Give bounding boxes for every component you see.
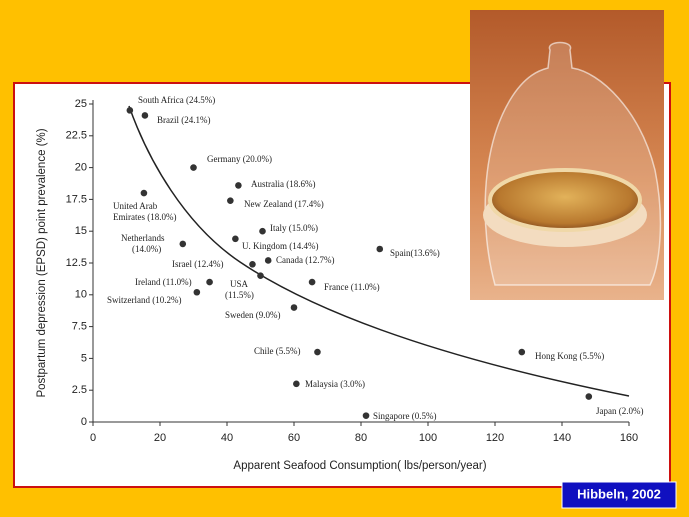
point <box>140 189 148 197</box>
x-tick-label: 60 <box>288 432 300 444</box>
y-tick-label: 22.5 <box>66 130 87 142</box>
point-label: (14.0%) <box>132 244 161 254</box>
x-axis-label: Apparent Seafood Consumption( lbs/person… <box>233 460 486 472</box>
y-axis-label: Postpartum depression (EPSD) point preva… <box>36 128 48 397</box>
point-label: Brazil (24.1%) <box>157 115 210 125</box>
point <box>362 412 370 419</box>
point <box>193 288 201 296</box>
point-label: Italy (15.0%) <box>270 223 318 233</box>
point <box>308 278 316 286</box>
point-label: France (11.0%) <box>324 282 380 292</box>
point <box>249 260 256 268</box>
x-tick-label: 0 <box>90 432 96 444</box>
point-label: Malaysia (3.0%) <box>305 379 365 389</box>
y-tick-label: 10 <box>75 289 87 301</box>
pie <box>488 168 642 232</box>
point-label: Singapore (0.5%) <box>373 411 436 421</box>
y-tick-label: 0 <box>81 416 87 428</box>
point-label: United Arab <box>113 201 158 211</box>
point <box>232 235 239 243</box>
point-label: Israel (12.4%) <box>172 259 223 269</box>
point <box>206 278 213 286</box>
point-label: Hong Kong (5.5%) <box>535 351 604 361</box>
y-tick-label: 7.5 <box>72 321 87 333</box>
point-label: New Zealand (17.4%) <box>244 199 324 209</box>
point-label: Canada (12.7%) <box>276 255 334 265</box>
y-tick-label: 5 <box>81 352 87 364</box>
chart: Apparent Seafood Consumption( lbs/person… <box>36 95 643 472</box>
point <box>314 348 321 356</box>
point-label: Spain(13.6%) <box>390 248 440 258</box>
point-label: U. Kingdom (14.4%) <box>242 241 319 251</box>
x-tick-label: 100 <box>419 432 437 444</box>
point-label: South Africa (24.5%) <box>138 95 215 105</box>
point-label: Japan (2.0%) <box>596 406 643 416</box>
point <box>257 272 264 280</box>
point <box>290 304 298 311</box>
point-label: Australia (18.6%) <box>251 179 315 189</box>
y-tick-label: 12.5 <box>66 257 87 269</box>
x-tick-label: 120 <box>486 432 504 444</box>
point <box>259 227 266 235</box>
x-tick-label: 80 <box>355 432 367 444</box>
photo <box>470 10 664 300</box>
point <box>518 348 526 356</box>
point <box>141 112 149 119</box>
point <box>264 257 272 264</box>
point-label: (11.5%) <box>225 290 254 300</box>
point <box>376 245 384 253</box>
x-tick-label: 140 <box>553 432 571 444</box>
point <box>179 240 187 248</box>
x-tick-label: 160 <box>620 432 638 444</box>
y-tick-label: 20 <box>75 162 87 174</box>
point-label: USA <box>230 279 249 289</box>
y-tick-label: 17.5 <box>66 193 87 205</box>
point-label: Emirates (18.0%) <box>113 212 176 222</box>
point-label: Ireland (11.0%) <box>135 277 192 287</box>
y-tick-label: 2.5 <box>72 384 87 396</box>
point <box>293 380 300 388</box>
citation-box <box>561 481 677 509</box>
point <box>227 197 234 204</box>
point <box>126 107 134 114</box>
citation: Hibbeln, 2002 <box>577 486 661 501</box>
x-tick-label: 20 <box>154 432 166 444</box>
point-label: Switzerland (10.2%) <box>107 295 181 305</box>
point-label: Sweden (9.0%) <box>225 310 281 320</box>
x-tick-label: 40 <box>221 432 233 444</box>
y-tick-label: 25 <box>75 98 87 110</box>
point-label: Chile (5.5%) <box>254 346 301 356</box>
point-label: Germany (20.0%) <box>207 154 272 164</box>
y-tick-label: 15 <box>75 225 87 237</box>
point <box>585 393 593 400</box>
trend-curve <box>128 105 630 397</box>
photo-background <box>470 10 664 300</box>
point-label: Netherlands <box>121 233 165 243</box>
point <box>235 182 242 189</box>
point <box>190 164 197 171</box>
